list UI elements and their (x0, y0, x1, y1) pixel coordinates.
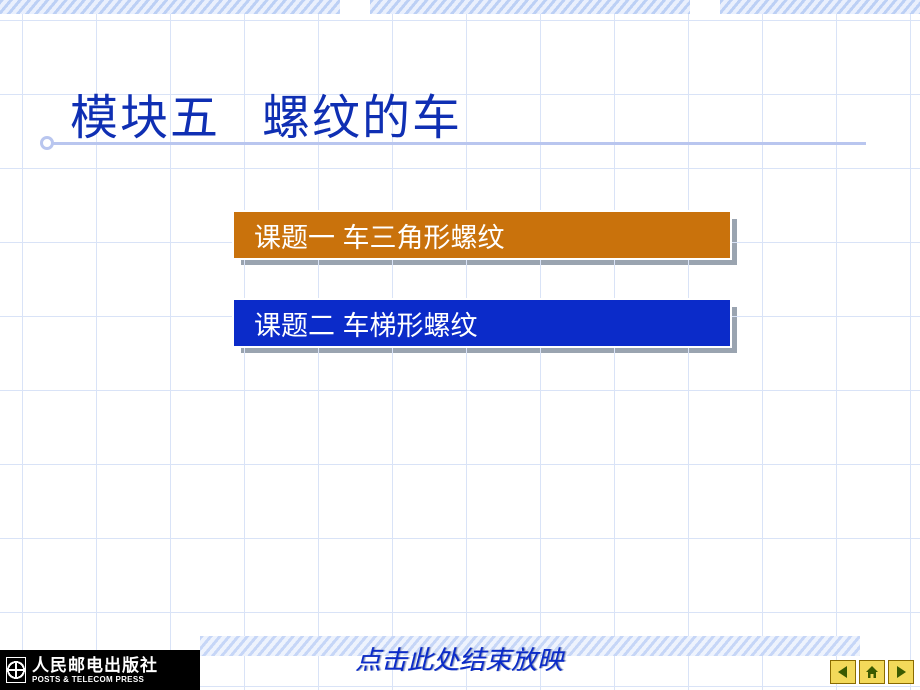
top-hatch-strip (370, 0, 690, 14)
triangle-right-icon (893, 664, 909, 680)
publisher-name-en: POSTS & TELECOM PRESS (32, 676, 158, 684)
end-slideshow-link[interactable]: 点击此处结束放映 (355, 640, 563, 677)
publisher-badge: 人民邮电出版社 POSTS & TELECOM PRESS (0, 650, 200, 690)
top-hatch-strip (720, 0, 920, 14)
slide-nav-bar (830, 660, 914, 684)
topic-link-1[interactable]: 课题一 车三角形螺纹 (232, 210, 732, 260)
topic-link-2[interactable]: 课题二 车梯形螺纹 (232, 298, 732, 348)
topic-label: 课题二 车梯形螺纹 (254, 304, 478, 343)
triangle-left-icon (835, 664, 851, 680)
nav-next-button[interactable] (888, 660, 914, 684)
nav-prev-button[interactable] (830, 660, 856, 684)
topic-label: 课题一 车三角形螺纹 (254, 216, 505, 255)
home-icon (864, 664, 880, 680)
top-hatch-strip (0, 0, 340, 14)
publisher-texts: 人民邮电出版社 POSTS & TELECOM PRESS (32, 657, 158, 684)
nav-home-button[interactable] (859, 660, 885, 684)
title-underline-dot (40, 136, 54, 150)
publisher-logo-icon (6, 657, 26, 683)
publisher-name-cn: 人民邮电出版社 (32, 657, 158, 674)
slide-title: 模块五 螺纹的车 (70, 78, 462, 148)
title-underline (46, 142, 866, 145)
